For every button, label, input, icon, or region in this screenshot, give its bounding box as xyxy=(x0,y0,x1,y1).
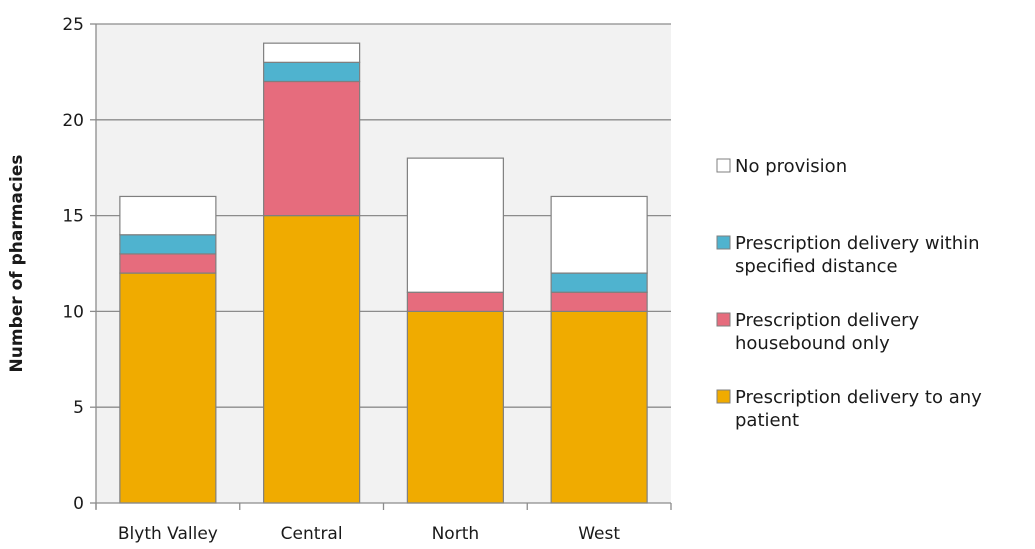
bar-segment xyxy=(550,291,648,312)
y-tick-label: 20 xyxy=(62,111,84,131)
bar-segment xyxy=(119,272,217,504)
legend-label: Prescription delivery to any xyxy=(735,387,982,408)
legend-label: patient xyxy=(735,410,799,431)
y-tick-label: 15 xyxy=(62,207,84,227)
legend-label: Prescription delivery xyxy=(735,310,920,331)
legend-swatch xyxy=(716,235,731,250)
bar-segment xyxy=(119,234,217,255)
bar-segment xyxy=(263,80,361,217)
legend-label: Prescription delivery within xyxy=(735,233,980,254)
bar-segment xyxy=(406,157,504,293)
bar-segment xyxy=(550,195,648,274)
bar-segment xyxy=(119,195,217,236)
x-tick-label: Central xyxy=(281,524,343,544)
legend-label: housebound only xyxy=(735,333,890,354)
bar-segment xyxy=(263,61,361,83)
bar-segment xyxy=(263,42,361,63)
y-tick-label: 0 xyxy=(73,494,84,514)
y-tick-label: 25 xyxy=(62,15,84,35)
legend-label: No provision xyxy=(735,156,847,177)
legend: No provision Prescription delivery within… xyxy=(716,156,982,431)
legend-label: specified distance xyxy=(735,256,898,277)
x-tick-label: Blyth Valley xyxy=(118,524,218,544)
legend-swatch xyxy=(716,389,731,404)
y-axis-label: Number of pharmacies xyxy=(7,155,27,373)
bar-segment xyxy=(119,253,217,274)
bars xyxy=(119,42,648,504)
bar-segment xyxy=(406,291,504,312)
tick-labels: 0 5 10 15 20 25 Blyth Valley Central North West xyxy=(62,15,620,544)
y-tick-label: 5 xyxy=(73,398,84,418)
x-tick-label: North xyxy=(432,524,480,544)
bar-segment xyxy=(406,310,504,504)
bar-segment xyxy=(263,215,361,504)
legend-swatch xyxy=(716,312,731,327)
x-tick-label: West xyxy=(578,524,620,544)
y-tick-label: 10 xyxy=(62,302,84,322)
legend-swatch xyxy=(716,158,731,173)
axes xyxy=(90,23,672,510)
bar-segment xyxy=(550,272,648,293)
bar-segment xyxy=(550,310,648,504)
